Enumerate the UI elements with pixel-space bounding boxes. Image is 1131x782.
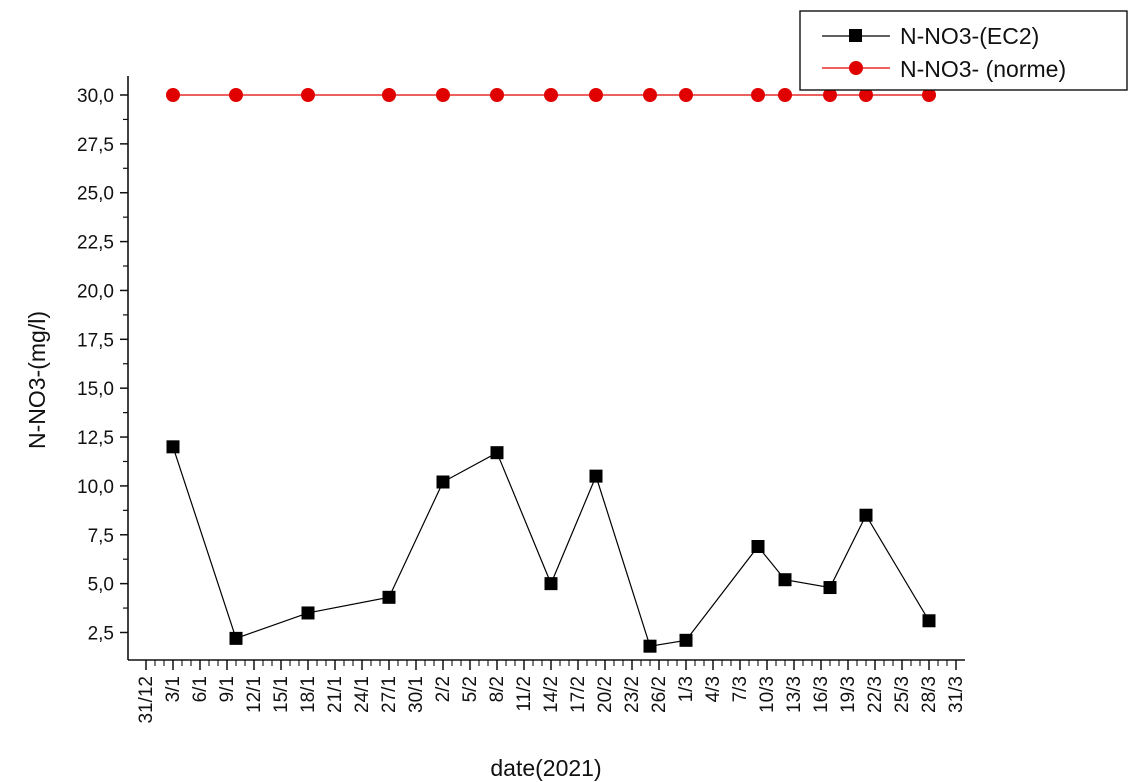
x-tick-label: 1/3 [676, 676, 697, 702]
data-point [490, 88, 504, 102]
data-point [490, 446, 504, 460]
x-tick-label: 31/3 [946, 676, 967, 713]
x-tick-label: 2/2 [433, 676, 454, 702]
y-axis-title: N-NO3-(mg/l) [24, 311, 50, 449]
data-point [229, 631, 243, 645]
x-tick-label: 19/3 [838, 676, 859, 713]
legend-marker-norme [849, 61, 863, 75]
legend-label-norme: N-NO3- (norme) [900, 56, 1066, 82]
x-tick-label: 7/3 [730, 676, 751, 702]
y-tick-label: 25,0 [77, 184, 114, 205]
y-tick-label: 20,0 [77, 281, 114, 302]
y-tick-label: 27,5 [77, 135, 114, 156]
data-point [229, 88, 243, 102]
x-tick-label: 22/3 [865, 676, 886, 713]
data-point [823, 581, 837, 595]
y-axis-ticks: 2,5 5,0 7,5 10,0 12,5 15,0 17,5 20,0 22,5 25,0 27,… [77, 86, 128, 645]
series-layer [166, 88, 936, 653]
y-tick-label: 2,5 [88, 624, 114, 645]
data-point [589, 88, 603, 102]
data-point [166, 88, 180, 102]
x-axis-title: date(2021) [490, 755, 601, 781]
x-tick-label: 20/2 [595, 676, 616, 713]
data-point [679, 633, 693, 647]
x-tick-label: 17/2 [568, 676, 589, 713]
x-tick-label: 8/2 [487, 676, 508, 702]
data-point [922, 614, 936, 628]
data-point [166, 440, 180, 454]
x-tick-label: 5/2 [460, 676, 481, 702]
y-tick-label: 30,0 [77, 86, 114, 107]
x-axis-ticks: 31/12 3/1 6/1 9/1 12/1 15/1 18/1 21/1 24/1 27/1 30… [136, 660, 967, 724]
data-point [859, 508, 873, 522]
data-point [544, 88, 558, 102]
x-tick-label: 25/3 [892, 676, 913, 713]
data-point [751, 88, 765, 102]
data-point [301, 606, 315, 620]
x-tick-label: 11/2 [514, 676, 535, 712]
data-point [589, 469, 603, 483]
legend-label-ec2: N-NO3-(EC2) [900, 23, 1039, 49]
x-tick-label: 26/2 [649, 676, 670, 713]
y-tick-label: 15,0 [77, 379, 114, 400]
x-tick-label: 13/3 [784, 676, 805, 713]
data-point [382, 590, 396, 604]
y-tick-label: 12,5 [77, 428, 114, 449]
x-tick-label: 23/2 [622, 676, 643, 713]
data-point [544, 577, 558, 591]
x-tick-label: 9/1 [217, 676, 238, 702]
data-point [922, 88, 936, 102]
y-tick-label: 17,5 [77, 330, 114, 351]
data-point [436, 88, 450, 102]
x-tick-label: 27/1 [379, 676, 400, 713]
data-point [382, 88, 396, 102]
data-point [778, 88, 792, 102]
series-line-0 [172, 446, 930, 647]
x-tick-label: 3/1 [163, 676, 184, 702]
x-tick-label: 12/1 [244, 676, 265, 713]
x-tick-label: 28/3 [919, 676, 940, 713]
legend-marker-ec2 [849, 29, 862, 42]
data-point [301, 88, 315, 102]
x-tick-label: 30/1 [406, 676, 427, 713]
y-tick-label: 7,5 [88, 526, 114, 547]
x-tick-label: 18/1 [298, 676, 319, 713]
x-tick-label: 24/1 [352, 676, 373, 713]
y-tick-label: 5,0 [88, 575, 114, 596]
x-tick-label: 14/2 [541, 676, 562, 713]
x-tick-label: 4/3 [703, 676, 724, 702]
x-tick-label: 15/1 [271, 676, 292, 713]
data-point [679, 88, 693, 102]
y-tick-label: 22,5 [77, 233, 114, 254]
x-tick-label: 16/3 [811, 676, 832, 713]
x-tick-label: 6/1 [190, 676, 211, 702]
data-point [643, 88, 657, 102]
data-point [751, 540, 765, 553]
data-point [778, 573, 792, 587]
y-tick-label: 10,0 [77, 477, 114, 498]
x-tick-label: 31/12 [136, 676, 157, 724]
data-point [643, 639, 657, 653]
data-point [859, 88, 873, 102]
data-point [436, 475, 450, 489]
x-tick-label: 21/1 [325, 676, 346, 713]
data-point [823, 88, 837, 102]
legend: N-NO3-(EC2) N-NO3- (norme) [799, 10, 1128, 91]
x-tick-label: 10/3 [757, 676, 778, 713]
legend-box [799, 10, 1128, 91]
